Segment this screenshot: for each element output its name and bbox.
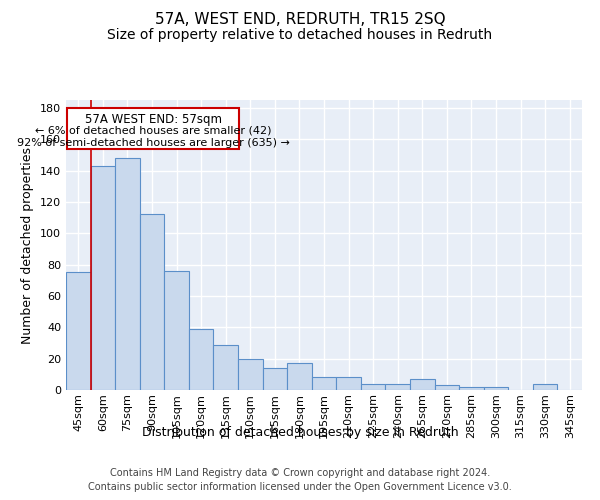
- Bar: [238, 358, 263, 390]
- Bar: [66, 272, 91, 390]
- Bar: [140, 214, 164, 390]
- Bar: [336, 378, 361, 390]
- Bar: [312, 378, 336, 390]
- Bar: [434, 386, 459, 390]
- Bar: [115, 158, 140, 390]
- Text: Contains public sector information licensed under the Open Government Licence v3: Contains public sector information licen…: [88, 482, 512, 492]
- Bar: [91, 166, 115, 390]
- Bar: [263, 368, 287, 390]
- Text: Contains HM Land Registry data © Crown copyright and database right 2024.: Contains HM Land Registry data © Crown c…: [110, 468, 490, 477]
- Bar: [164, 271, 189, 390]
- Y-axis label: Number of detached properties: Number of detached properties: [22, 146, 34, 344]
- Text: Distribution of detached houses by size in Redruth: Distribution of detached houses by size …: [142, 426, 458, 439]
- Text: ← 6% of detached houses are smaller (42): ← 6% of detached houses are smaller (42): [35, 125, 271, 135]
- Bar: [361, 384, 385, 390]
- Bar: [287, 364, 312, 390]
- Text: 57A, WEST END, REDRUTH, TR15 2SQ: 57A, WEST END, REDRUTH, TR15 2SQ: [155, 12, 445, 28]
- Bar: [484, 387, 508, 390]
- Bar: [533, 384, 557, 390]
- Bar: [214, 344, 238, 390]
- Text: 57A WEST END: 57sqm: 57A WEST END: 57sqm: [85, 114, 222, 126]
- Bar: [189, 329, 214, 390]
- Bar: [459, 387, 484, 390]
- Bar: [410, 379, 434, 390]
- Text: Size of property relative to detached houses in Redruth: Size of property relative to detached ho…: [107, 28, 493, 42]
- FancyBboxPatch shape: [67, 108, 239, 148]
- Bar: [385, 384, 410, 390]
- Text: 92% of semi-detached houses are larger (635) →: 92% of semi-detached houses are larger (…: [17, 138, 290, 147]
